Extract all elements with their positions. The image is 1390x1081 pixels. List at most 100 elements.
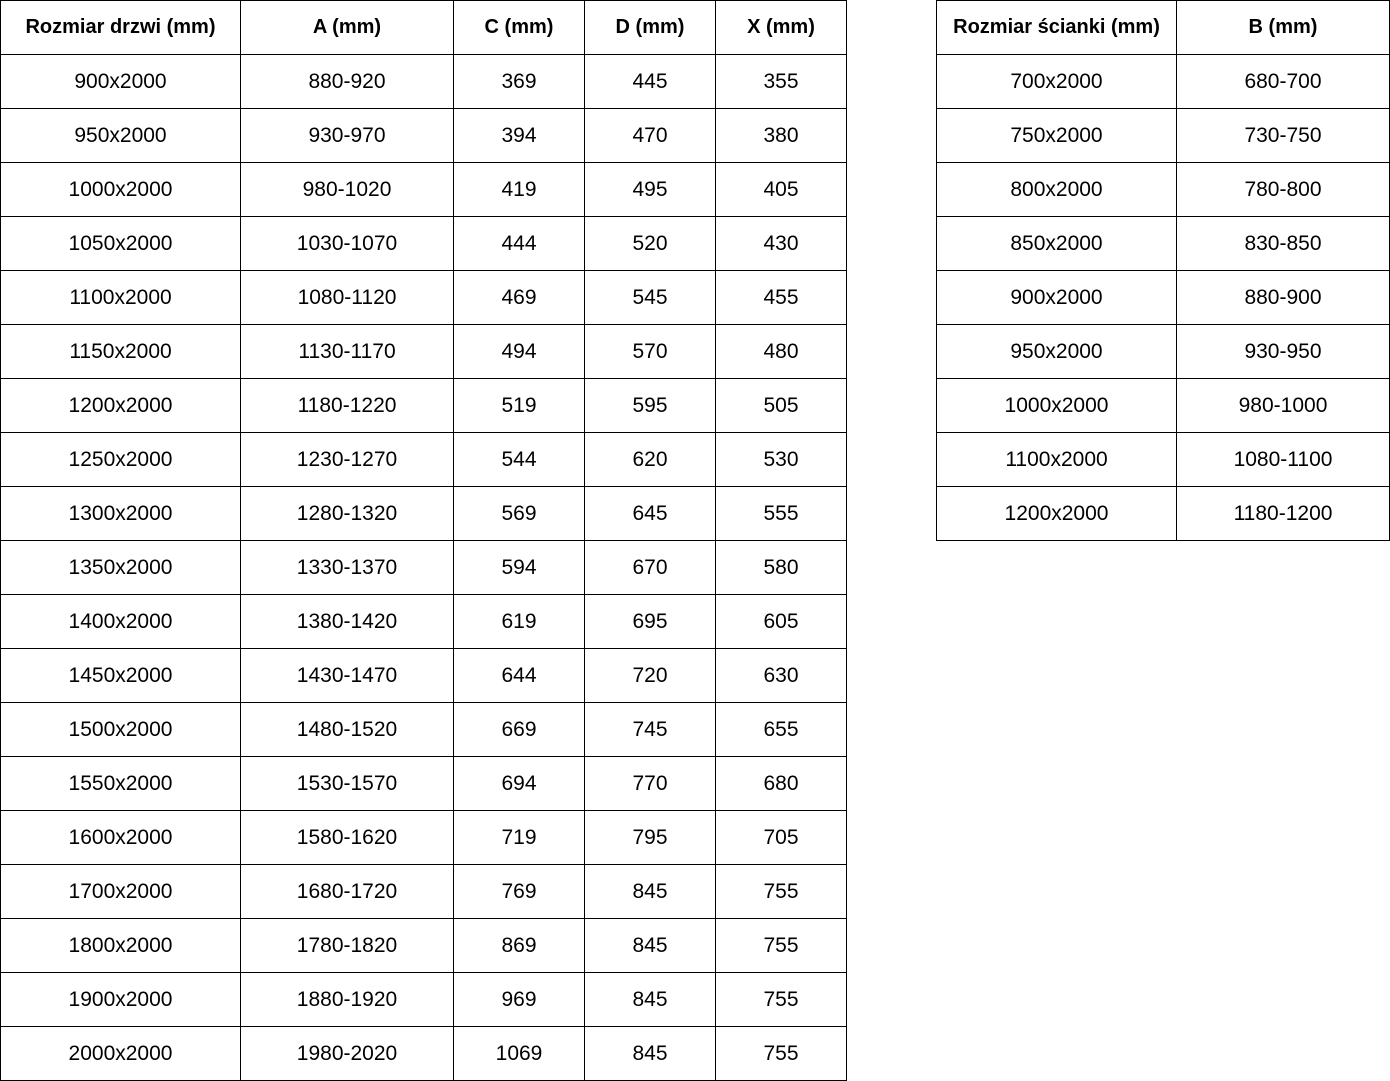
- table-cell: 519: [453, 378, 585, 433]
- table-cell: 1069: [453, 1026, 585, 1081]
- table-cell: 545: [584, 270, 716, 325]
- table-row: 1550x2000 1530-1570 694 770 680: [0, 756, 847, 811]
- table-row: 1200x2000 1180-1220 519 595 505: [0, 378, 847, 433]
- table-cell: 1000x2000: [936, 378, 1177, 433]
- table-cell: 505: [715, 378, 847, 433]
- table-cell: 930-950: [1176, 324, 1390, 379]
- table-cell: 1550x2000: [0, 756, 241, 811]
- table-cell: 845: [584, 918, 716, 973]
- table-cell: 670: [584, 540, 716, 595]
- table-row: 1900x2000 1880-1920 969 845 755: [0, 972, 847, 1027]
- table-cell: 455: [715, 270, 847, 325]
- table-cell: 880-920: [240, 54, 454, 109]
- table-cell: 469: [453, 270, 585, 325]
- table-cell: 595: [584, 378, 716, 433]
- table-cell: 620: [584, 432, 716, 487]
- wall-sizes-table: Rozmiar ścianki (mm) B (mm) 700x2000 680-7…: [936, 0, 1390, 541]
- table-cell: 830-850: [1176, 216, 1390, 271]
- table-cell: 1380-1420: [240, 594, 454, 649]
- table-cell: 445: [584, 54, 716, 109]
- table-cell: 1450x2000: [0, 648, 241, 703]
- table-cell: 694: [453, 756, 585, 811]
- table-cell: 555: [715, 486, 847, 541]
- table-cell: 755: [715, 918, 847, 973]
- table-row: 1450x2000 1430-1470 644 720 630: [0, 648, 847, 703]
- table-cell: 1780-1820: [240, 918, 454, 973]
- table-row: 1150x2000 1130-1170 494 570 480: [0, 324, 847, 379]
- table-cell: 530: [715, 432, 847, 487]
- column-header: D (mm): [584, 0, 716, 55]
- table-row: 700x2000 680-700: [936, 54, 1390, 109]
- table-cell: 845: [584, 1026, 716, 1081]
- table-row: 1100x2000 1080-1120 469 545 455: [0, 270, 847, 325]
- table-cell: 770: [584, 756, 716, 811]
- table-cell: 1530-1570: [240, 756, 454, 811]
- table-cell: 680-700: [1176, 54, 1390, 109]
- table-row: 1000x2000 980-1000: [936, 378, 1390, 433]
- table-cell: 1130-1170: [240, 324, 454, 379]
- table-cell: 419: [453, 162, 585, 217]
- column-header: Rozmiar drzwi (mm): [0, 0, 241, 55]
- table-cell: 755: [715, 972, 847, 1027]
- table-cell: 980-1020: [240, 162, 454, 217]
- table-cell: 1330-1370: [240, 540, 454, 595]
- table-cell: 355: [715, 54, 847, 109]
- table-cell: 470: [584, 108, 716, 163]
- table-cell: 605: [715, 594, 847, 649]
- table-cell: 655: [715, 702, 847, 757]
- table-cell: 1080-1120: [240, 270, 454, 325]
- table-cell: 700x2000: [936, 54, 1177, 109]
- table-row: 850x2000 830-850: [936, 216, 1390, 271]
- table-cell: 1500x2000: [0, 702, 241, 757]
- table-row: 1100x2000 1080-1100: [936, 432, 1390, 487]
- table-cell: 1100x2000: [0, 270, 241, 325]
- table-cell: 1800x2000: [0, 918, 241, 973]
- table-cell: 1400x2000: [0, 594, 241, 649]
- table-row: 1350x2000 1330-1370 594 670 580: [0, 540, 847, 595]
- table-cell: 780-800: [1176, 162, 1390, 217]
- table-cell: 644: [453, 648, 585, 703]
- table-row: 1050x2000 1030-1070 444 520 430: [0, 216, 847, 271]
- table-cell: 2000x2000: [0, 1026, 241, 1081]
- table-cell: 1200x2000: [0, 378, 241, 433]
- table-cell: 1180-1200: [1176, 486, 1390, 541]
- table-cell: 730-750: [1176, 108, 1390, 163]
- table-cell: 444: [453, 216, 585, 271]
- table-row: 1300x2000 1280-1320 569 645 555: [0, 486, 847, 541]
- table-cell: 619: [453, 594, 585, 649]
- table-cell: 1030-1070: [240, 216, 454, 271]
- table-cell: 755: [715, 864, 847, 919]
- table-cell: 1250x2000: [0, 432, 241, 487]
- table-cell: 1150x2000: [0, 324, 241, 379]
- table-cell: 669: [453, 702, 585, 757]
- table-cell: 1600x2000: [0, 810, 241, 865]
- table-cell: 900x2000: [936, 270, 1177, 325]
- table-cell: 930-970: [240, 108, 454, 163]
- table-cell: 495: [584, 162, 716, 217]
- table-cell: 869: [453, 918, 585, 973]
- table-cell: 394: [453, 108, 585, 163]
- table-cell: 1980-2020: [240, 1026, 454, 1081]
- table-cell: 580: [715, 540, 847, 595]
- table-cell: 570: [584, 324, 716, 379]
- table-row: 2000x2000 1980-2020 1069 845 755: [0, 1026, 847, 1081]
- table-cell: 1180-1220: [240, 378, 454, 433]
- table-cell: 1080-1100: [1176, 432, 1390, 487]
- table-cell: 880-900: [1176, 270, 1390, 325]
- table-cell: 1000x2000: [0, 162, 241, 217]
- header-row: Rozmiar drzwi (mm) A (mm) C (mm) D (mm) X (m…: [0, 0, 847, 55]
- table-row: 1200x2000 1180-1200: [936, 486, 1390, 541]
- table-cell: 755: [715, 1026, 847, 1081]
- table-row: 900x2000 880-920 369 445 355: [0, 54, 847, 109]
- table-cell: 769: [453, 864, 585, 919]
- table-cell: 705: [715, 810, 847, 865]
- column-header: Rozmiar ścianki (mm): [936, 0, 1177, 55]
- table-cell: 845: [584, 972, 716, 1027]
- table-cell: 980-1000: [1176, 378, 1390, 433]
- column-header: A (mm): [240, 0, 454, 55]
- table-cell: 1300x2000: [0, 486, 241, 541]
- door-sizes-table: Rozmiar drzwi (mm) A (mm) C (mm) D (mm) X (m…: [0, 0, 847, 1081]
- table-cell: 1900x2000: [0, 972, 241, 1027]
- table-row: 900x2000 880-900: [936, 270, 1390, 325]
- table-cell: 1050x2000: [0, 216, 241, 271]
